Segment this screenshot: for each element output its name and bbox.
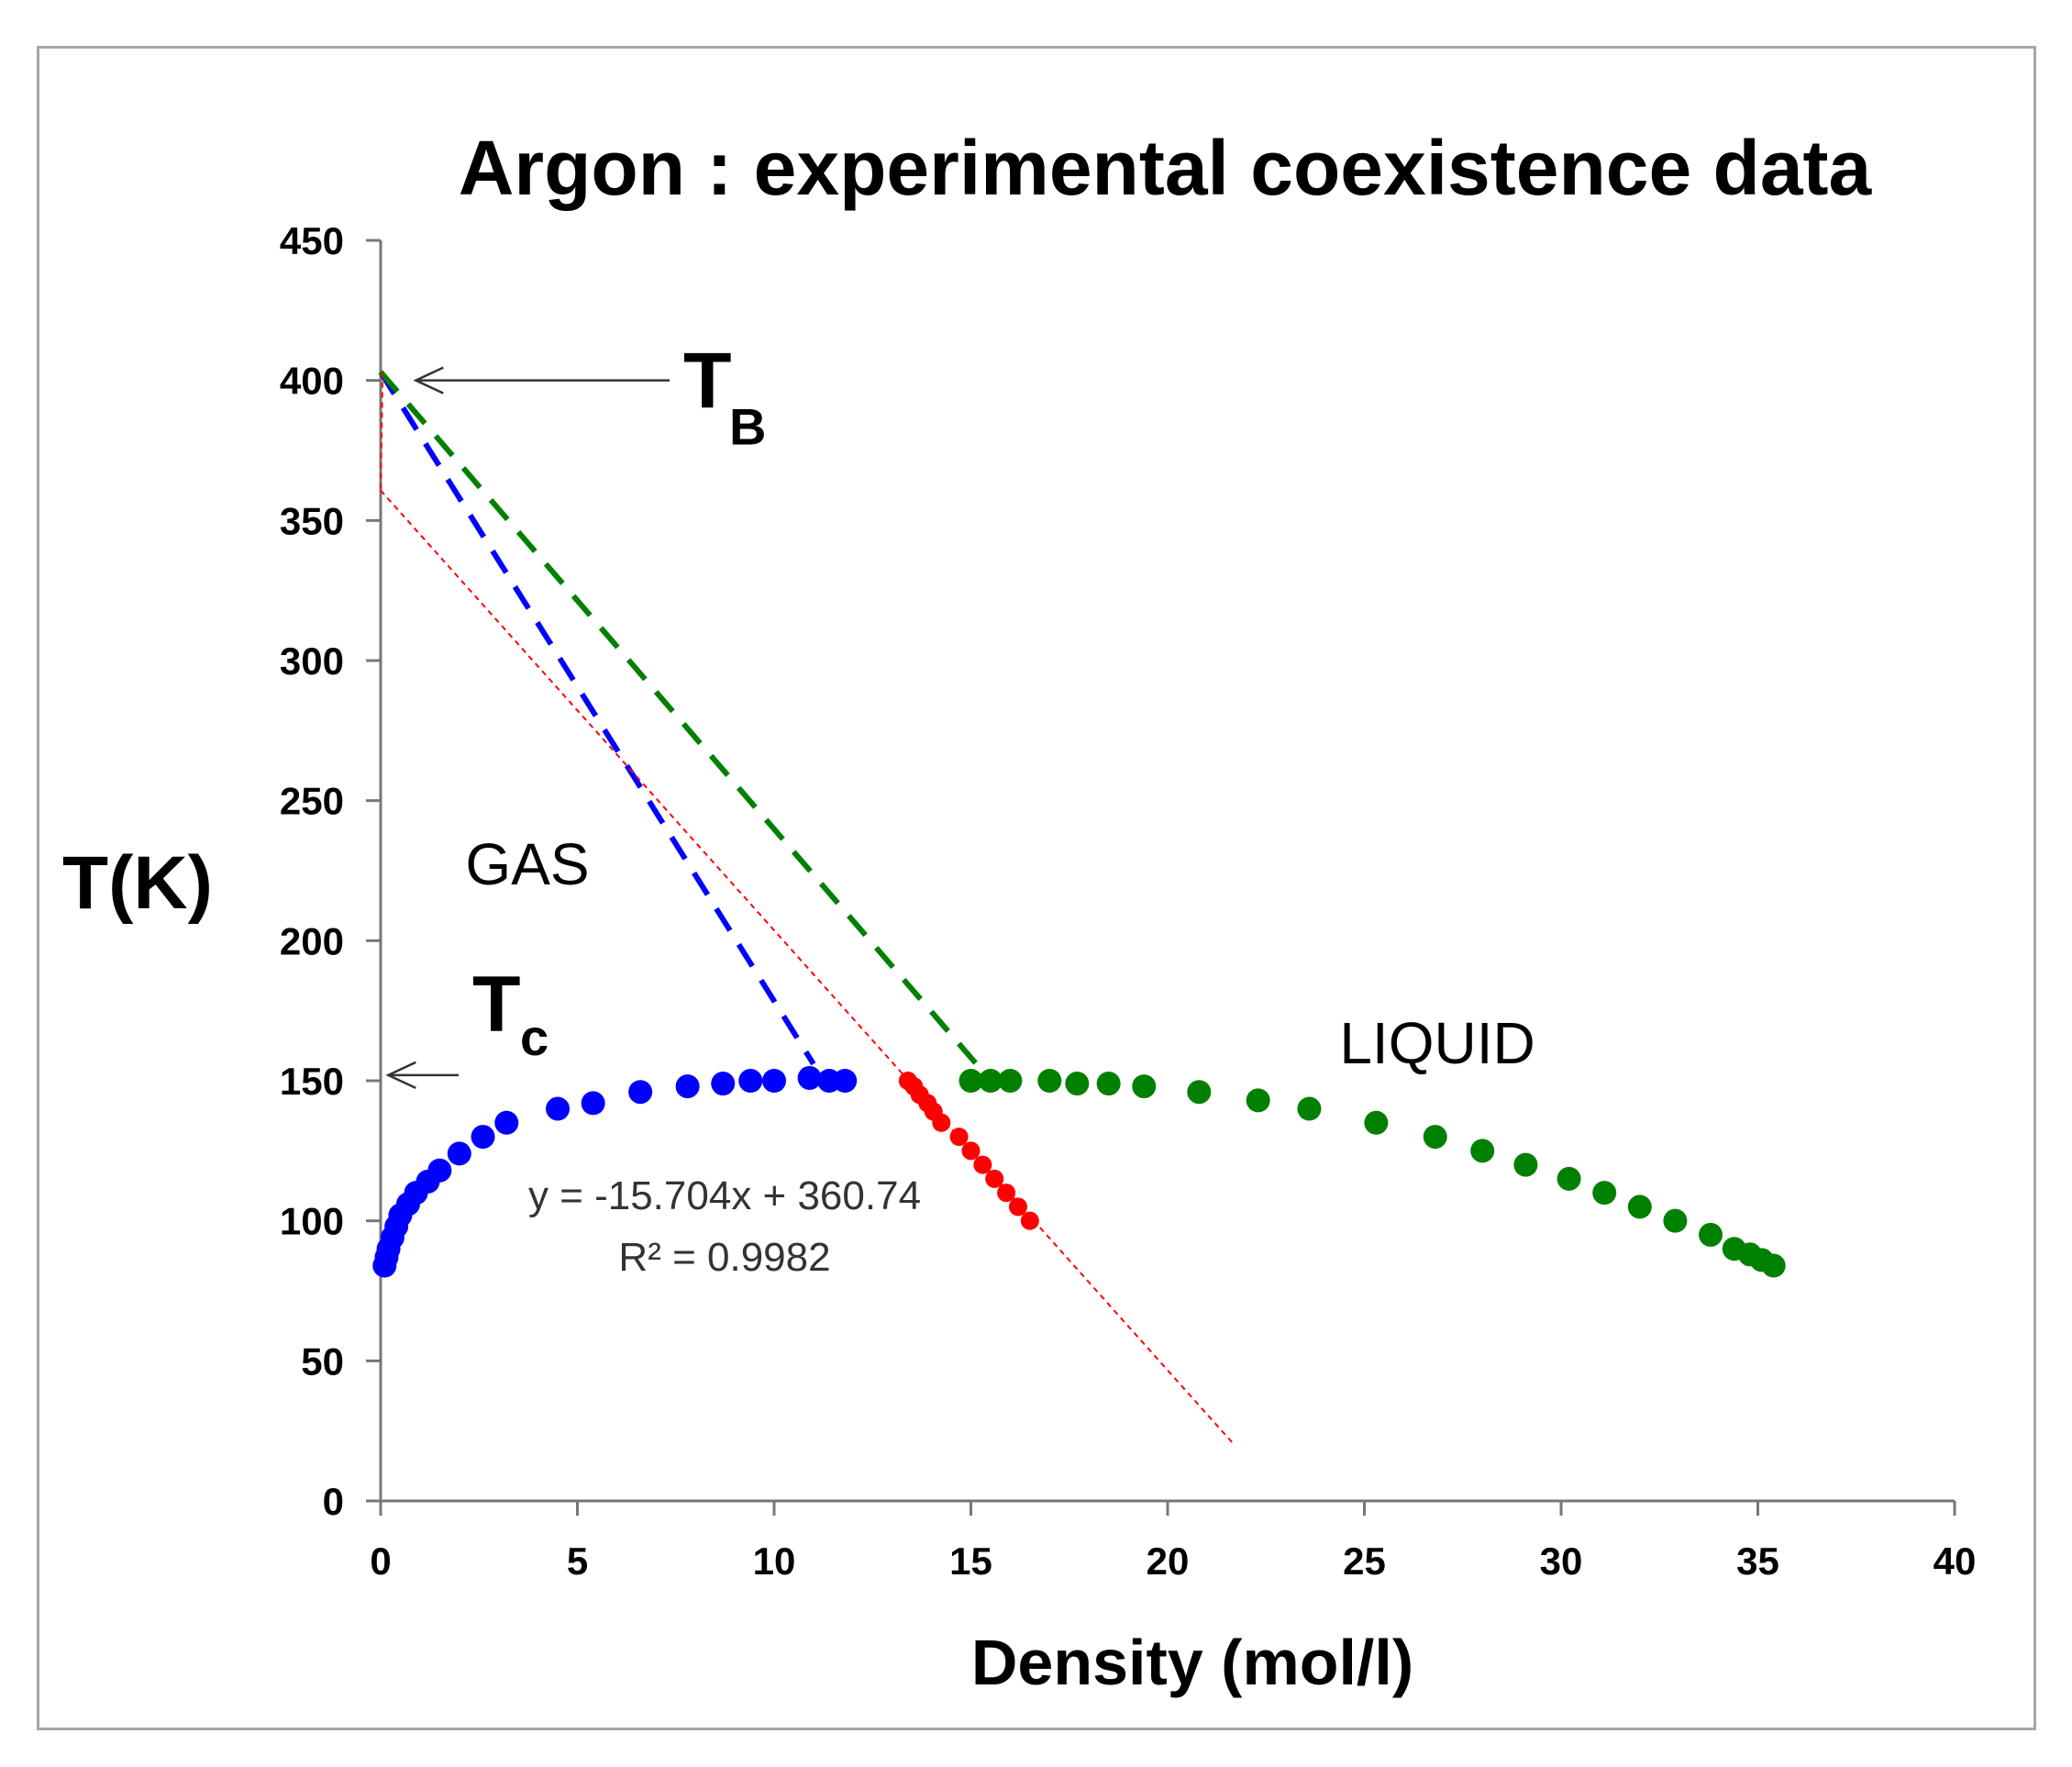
gas-point bbox=[711, 1072, 736, 1096]
fit-point bbox=[961, 1141, 981, 1161]
fit-point bbox=[1008, 1197, 1027, 1217]
liquid-point bbox=[1663, 1208, 1688, 1233]
tc-subscript: c bbox=[520, 1008, 548, 1066]
liquid-point bbox=[978, 1069, 1003, 1093]
x-tick-label: 40 bbox=[1933, 1539, 1977, 1583]
chart-frame bbox=[37, 46, 2036, 1730]
gas-point bbox=[628, 1080, 653, 1105]
y-tick-label: 150 bbox=[280, 1060, 344, 1103]
x-tick-label: 15 bbox=[949, 1539, 992, 1583]
x-tick-label: 30 bbox=[1540, 1539, 1583, 1583]
fit-point bbox=[949, 1128, 969, 1147]
gas-point bbox=[738, 1069, 763, 1093]
guide-lines bbox=[378, 370, 981, 1069]
fit-r-squared: R² = 0.9982 bbox=[618, 1235, 830, 1280]
x-tick-labels: 0 5 10 15 20 25 30 35 40 bbox=[370, 1539, 1976, 1583]
liquid-point bbox=[1627, 1195, 1652, 1219]
liquid-point bbox=[1065, 1072, 1090, 1096]
liquid-point bbox=[958, 1069, 983, 1093]
gas-point bbox=[494, 1110, 519, 1135]
liquid-point bbox=[1592, 1181, 1617, 1206]
tb-label: T bbox=[683, 338, 732, 426]
tc-arrow-head bbox=[385, 1061, 416, 1090]
y-tick-label: 300 bbox=[280, 639, 344, 683]
x-tick-label: 35 bbox=[1736, 1539, 1779, 1583]
y-tick-label: 200 bbox=[280, 919, 344, 962]
green-dashed-line bbox=[378, 370, 981, 1069]
gas-point bbox=[427, 1158, 452, 1183]
gas-point bbox=[797, 1065, 822, 1090]
gas-point bbox=[833, 1069, 858, 1093]
liquid-point bbox=[1297, 1096, 1322, 1121]
gas-point bbox=[471, 1125, 495, 1150]
liquid-point bbox=[1557, 1166, 1581, 1191]
liquid-point bbox=[1037, 1069, 1062, 1093]
x-tick-label: 10 bbox=[753, 1539, 796, 1583]
liquid-point bbox=[1096, 1072, 1121, 1096]
data-points bbox=[372, 1065, 1786, 1278]
y-tick-label: 50 bbox=[301, 1339, 344, 1383]
tb-subscript: B bbox=[729, 398, 766, 456]
gas-point bbox=[546, 1096, 571, 1121]
chart-title: Argon : experimental coexistence data bbox=[459, 125, 1873, 211]
x-tick-label: 0 bbox=[370, 1539, 391, 1583]
liquid-point bbox=[1364, 1110, 1389, 1135]
gas-point bbox=[447, 1141, 471, 1166]
annotations: TBT c bbox=[385, 338, 766, 1090]
y-tick-label: 350 bbox=[280, 499, 344, 542]
y-tick-label: 250 bbox=[280, 780, 344, 823]
fit-equation: y = -15.704x + 360.74 bbox=[528, 1173, 921, 1218]
x-tick-label: 20 bbox=[1147, 1539, 1190, 1583]
fit-point bbox=[973, 1155, 992, 1174]
liquid-point bbox=[1699, 1222, 1723, 1247]
axes bbox=[366, 239, 1956, 1516]
y-tick-labels: 0 50 100 150 200 250 300 350 400 450 bbox=[280, 219, 344, 1523]
liquid-point bbox=[998, 1069, 1023, 1093]
fit-line-group bbox=[380, 372, 1235, 1446]
liquid-label: LIQUID bbox=[1339, 1010, 1535, 1076]
y-tick-label: 450 bbox=[280, 219, 344, 262]
liquid-point bbox=[1513, 1152, 1538, 1177]
y-tick-label: 0 bbox=[323, 1480, 344, 1523]
tc-label: T bbox=[472, 961, 521, 1049]
fit-trend-line bbox=[380, 489, 1235, 1446]
y-axis-label: T(K) bbox=[62, 841, 213, 925]
liquid-point bbox=[1132, 1074, 1157, 1099]
y-tick-label: 100 bbox=[280, 1200, 344, 1243]
liquid-point bbox=[1470, 1139, 1495, 1163]
liquid-point bbox=[1423, 1125, 1447, 1150]
y-tick-label: 400 bbox=[280, 360, 344, 403]
x-tick-label: 25 bbox=[1343, 1539, 1386, 1583]
fit-point bbox=[997, 1184, 1016, 1203]
gas-point bbox=[762, 1069, 786, 1093]
gas-point bbox=[581, 1091, 605, 1116]
fit-point bbox=[1020, 1211, 1039, 1230]
liquid-point bbox=[1761, 1253, 1786, 1278]
liquid-point bbox=[1246, 1088, 1270, 1113]
gas-label: GAS bbox=[465, 831, 589, 897]
x-axis-label: Density (mol/l) bbox=[971, 1627, 1413, 1698]
liquid-point bbox=[1187, 1080, 1212, 1105]
fit-point bbox=[985, 1169, 1004, 1188]
x-tick-label: 5 bbox=[567, 1539, 588, 1583]
fit-point bbox=[932, 1113, 951, 1132]
blue-dashed-line bbox=[378, 370, 816, 1066]
gas-point bbox=[675, 1074, 700, 1099]
tb-arrow-head bbox=[413, 366, 444, 395]
